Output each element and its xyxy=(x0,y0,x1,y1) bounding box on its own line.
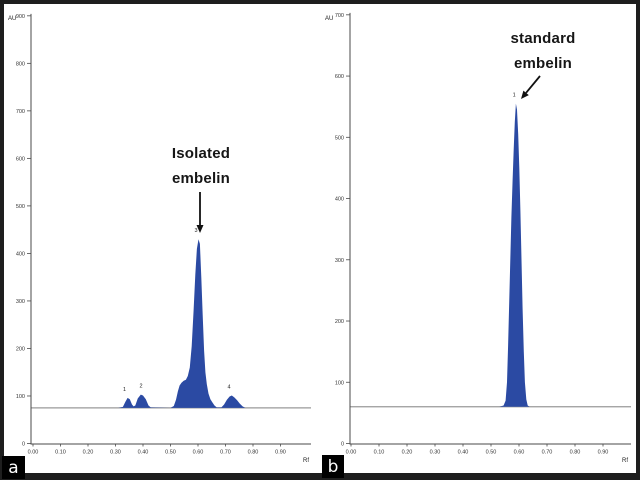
y-tick-label: 800 xyxy=(16,61,25,67)
x-tick-label: 0.40 xyxy=(138,450,149,456)
annotation-line: Isolated xyxy=(171,145,231,162)
chromatogram-trace xyxy=(33,239,308,408)
x-tick-label: 0.20 xyxy=(83,450,94,456)
x-tick-label: 0.50 xyxy=(486,450,497,456)
frame-border-left xyxy=(0,0,4,480)
axes xyxy=(30,13,311,445)
x-tick-label: 0.70 xyxy=(542,450,553,456)
y-tick-label: 500 xyxy=(335,135,344,141)
chart-panel-b: 0 100 200 300 400 500 600 700 0.00 0.10 0.20 0.30 0.… xyxy=(325,13,631,464)
frame-border-top xyxy=(0,0,640,4)
axes xyxy=(349,12,631,445)
x-tick-label: 0.40 xyxy=(458,450,469,456)
y-tick-label: 700 xyxy=(16,109,25,115)
y-tick-label: 300 xyxy=(16,299,25,305)
peak-label: 2 xyxy=(139,384,142,390)
x-tick-label: 0.80 xyxy=(248,450,259,456)
chromatogram-trace xyxy=(351,103,631,407)
y-tick-label: 700 xyxy=(335,13,344,19)
y-tick-label: 500 xyxy=(16,204,25,210)
panel-a-annotation: Isolated embelin xyxy=(151,141,251,191)
peak-label: 4 xyxy=(227,385,230,391)
x-tick-label: 0.10 xyxy=(55,450,66,456)
annotation-arrowhead-icon xyxy=(196,225,204,233)
x-axis-title: Rf xyxy=(303,458,309,464)
x-tick-label: 0.00 xyxy=(346,450,357,456)
frame-border-bottom xyxy=(0,473,640,480)
y-tick-label: 900 xyxy=(16,14,25,20)
y-tick-label: 400 xyxy=(16,251,25,257)
y-tick-label: 600 xyxy=(335,74,344,80)
x-tick-label: 0.10 xyxy=(374,450,385,456)
x-tick-label: 0.60 xyxy=(514,450,525,456)
panel-label-a: a xyxy=(2,456,25,479)
y-tick-label: 200 xyxy=(16,346,25,352)
annotation-line: embelin xyxy=(171,170,231,187)
peak-label: 3 xyxy=(194,228,197,234)
x-tick-label: 0.90 xyxy=(275,450,286,456)
y-tick-label: 400 xyxy=(335,197,344,203)
x-tick-label: 0.30 xyxy=(110,450,121,456)
x-tick-label: 0.00 xyxy=(28,450,39,456)
chart-panel-a: 0 100 200 300 400 500 600 700 800 900 0.00 0.10 0.20… xyxy=(8,14,311,464)
x-tick-label: 0.60 xyxy=(193,450,204,456)
annotation-arrowhead-icon xyxy=(521,90,529,99)
annotation-line: standard xyxy=(510,30,576,47)
y-tick-label: 600 xyxy=(16,156,25,162)
y-tick-label: 200 xyxy=(335,319,344,325)
y-tick-label: 300 xyxy=(335,258,344,264)
panel-label-b: b xyxy=(322,455,344,478)
annotation-line: embelin xyxy=(513,55,573,72)
y-tick-label: 100 xyxy=(335,380,344,386)
x-tick-label: 0.20 xyxy=(402,450,413,456)
x-tick-label: 0.30 xyxy=(430,450,441,456)
y-axis-title: AU xyxy=(8,16,16,22)
panel-b-annotation: standard embelin xyxy=(493,26,593,76)
frame-border-right xyxy=(636,0,640,480)
x-tick-label: 0.90 xyxy=(598,450,609,456)
x-tick-label: 0.70 xyxy=(220,450,231,456)
y-tick-label: 100 xyxy=(16,394,25,400)
peak-label: 1 xyxy=(513,93,516,99)
x-tick-label: 0.80 xyxy=(570,450,581,456)
x-axis-title: Rf xyxy=(622,458,628,464)
y-tick-label: 0 xyxy=(22,442,25,448)
y-tick-label: 0 xyxy=(341,442,344,448)
y-axis-title: AU xyxy=(325,16,333,22)
x-tick-label: 0.50 xyxy=(165,450,176,456)
peak-label: 1 xyxy=(123,387,126,393)
annotation-arrow-line xyxy=(525,75,541,94)
